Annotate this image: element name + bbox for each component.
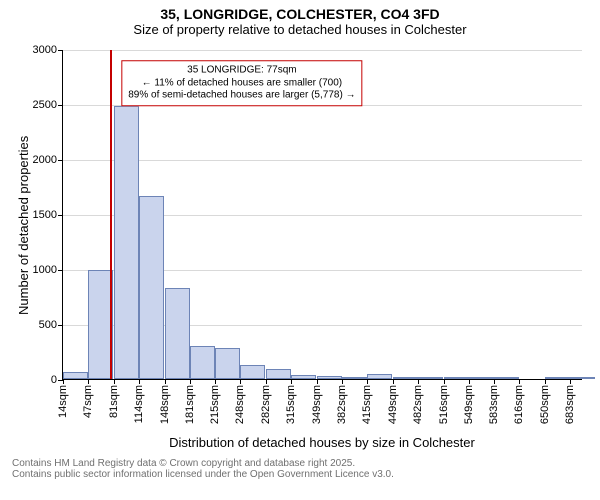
- histogram-bar: [240, 365, 265, 379]
- x-axis-label: Distribution of detached houses by size …: [62, 435, 582, 450]
- histogram-bar: [469, 377, 494, 379]
- footer-line2: Contains public sector information licen…: [12, 469, 600, 480]
- histogram-bar: [215, 348, 240, 379]
- ytick-label: 500: [39, 319, 57, 331]
- ytick-label: 3000: [33, 44, 57, 56]
- xtick-label: 683sqm: [564, 385, 576, 424]
- xtick-label: 482sqm: [412, 385, 424, 424]
- xtick-mark: [317, 379, 318, 384]
- histogram-bar: [342, 377, 367, 379]
- gridline-h: [63, 50, 582, 51]
- xtick-label: 282sqm: [260, 385, 272, 424]
- xtick-mark: [88, 379, 89, 384]
- xtick-mark: [393, 379, 394, 384]
- xtick-mark: [215, 379, 216, 384]
- xtick-mark: [114, 379, 115, 384]
- ytick-mark: [58, 105, 63, 106]
- xtick-mark: [469, 379, 470, 384]
- y-axis-label: Number of detached properties: [16, 136, 31, 315]
- xtick-label: 415sqm: [361, 385, 373, 424]
- property-marker-line: [110, 50, 112, 379]
- chart-title-line1: 35, LONGRIDGE, COLCHESTER, CO4 3FD: [0, 0, 600, 22]
- ytick-mark: [58, 270, 63, 271]
- histogram-bar: [418, 377, 443, 379]
- footer-line1: Contains HM Land Registry data © Crown c…: [12, 458, 600, 469]
- histogram-bar: [114, 106, 139, 379]
- annotation-callout: 35 LONGRIDGE: 77sqm← 11% of detached hou…: [121, 60, 362, 106]
- histogram-bar: [444, 377, 469, 379]
- footer-attribution: Contains HM Land Registry data © Crown c…: [0, 458, 600, 480]
- plot-area: 05001000150020002500300014sqm47sqm81sqm1…: [62, 50, 582, 380]
- xtick-mark: [240, 379, 241, 384]
- xtick-label: 248sqm: [234, 385, 246, 424]
- xtick-label: 382sqm: [336, 385, 348, 424]
- xtick-label: 349sqm: [311, 385, 323, 424]
- xtick-label: 14sqm: [57, 385, 69, 418]
- xtick-mark: [139, 379, 140, 384]
- histogram-bar: [291, 375, 316, 379]
- xtick-mark: [494, 379, 495, 384]
- histogram-bar: [139, 196, 164, 379]
- xtick-mark: [342, 379, 343, 384]
- xtick-label: 47sqm: [82, 385, 94, 418]
- xtick-mark: [190, 379, 191, 384]
- annotation-line2: ← 11% of detached houses are smaller (70…: [128, 77, 355, 90]
- xtick-label: 583sqm: [488, 385, 500, 424]
- ytick-label: 2500: [33, 99, 57, 111]
- xtick-label: 616sqm: [513, 385, 525, 424]
- annotation-line3: 89% of semi-detached houses are larger (…: [128, 89, 355, 102]
- xtick-mark: [418, 379, 419, 384]
- chart-title-line2: Size of property relative to detached ho…: [0, 22, 600, 41]
- xtick-label: 114sqm: [133, 385, 145, 423]
- ytick-mark: [58, 50, 63, 51]
- xtick-mark: [291, 379, 292, 384]
- histogram-bar: [165, 288, 190, 379]
- xtick-label: 215sqm: [209, 385, 221, 424]
- ytick-mark: [58, 215, 63, 216]
- xtick-mark: [545, 379, 546, 384]
- xtick-label: 315sqm: [285, 385, 297, 424]
- xtick-mark: [165, 379, 166, 384]
- xtick-mark: [444, 379, 445, 384]
- histogram-bar: [545, 377, 570, 379]
- histogram-bar: [570, 377, 595, 379]
- chart-container: 35, LONGRIDGE, COLCHESTER, CO4 3FD Size …: [0, 0, 600, 500]
- xtick-mark: [63, 379, 64, 384]
- histogram-bar: [266, 369, 291, 379]
- ytick-label: 1000: [33, 264, 57, 276]
- xtick-label: 449sqm: [387, 385, 399, 424]
- xtick-label: 549sqm: [463, 385, 475, 424]
- ytick-mark: [58, 325, 63, 326]
- histogram-bar: [393, 377, 418, 379]
- histogram-bar: [317, 376, 342, 379]
- xtick-mark: [570, 379, 571, 384]
- xtick-label: 181sqm: [184, 385, 196, 424]
- histogram-bar: [494, 377, 519, 379]
- ytick-label: 2000: [33, 154, 57, 166]
- histogram-bar: [63, 372, 88, 379]
- histogram-bar: [190, 346, 215, 379]
- annotation-line1: 35 LONGRIDGE: 77sqm: [128, 64, 355, 77]
- xtick-label: 81sqm: [108, 385, 120, 418]
- histogram-bar: [367, 374, 392, 380]
- ytick-label: 1500: [33, 209, 57, 221]
- ytick-mark: [58, 160, 63, 161]
- gridline-h: [63, 160, 582, 161]
- xtick-mark: [519, 379, 520, 384]
- xtick-label: 148sqm: [159, 385, 171, 424]
- xtick-mark: [367, 379, 368, 384]
- xtick-mark: [266, 379, 267, 384]
- xtick-label: 650sqm: [539, 385, 551, 424]
- xtick-label: 516sqm: [438, 385, 450, 424]
